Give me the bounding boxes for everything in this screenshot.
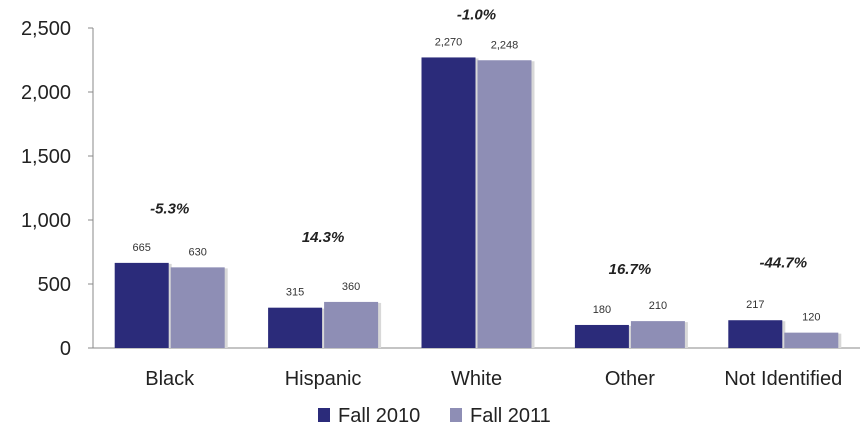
change-label: 16.7% (609, 261, 652, 278)
change-label: -1.0% (457, 7, 496, 24)
bar-fall-2011-white (477, 60, 532, 348)
change-label: -44.7% (760, 254, 808, 271)
data-label: 180 (593, 304, 611, 316)
legend-swatch (318, 408, 330, 422)
y-tick-label: 0 (60, 338, 71, 360)
y-axis: 0 500 1,000 1,500 2,000 2,500 (21, 18, 94, 360)
legend: Fall 2010 Fall 2011 (318, 405, 551, 427)
bar-fall-2011-not-identified (784, 332, 839, 348)
y-tick-label: 1,500 (21, 146, 71, 168)
data-label: 630 (189, 246, 207, 258)
data-label: 315 (286, 287, 304, 299)
category-label: White (451, 368, 502, 390)
y-tick-label: 1,000 (21, 210, 71, 232)
data-label: 665 (133, 242, 151, 254)
category-label: Black (145, 368, 195, 390)
change-label: 14.3% (302, 229, 345, 246)
data-label: 120 (802, 312, 820, 324)
y-tick-label: 2,000 (21, 82, 71, 104)
x-axis: Black Hispanic White Other Not Identified (93, 347, 860, 390)
category-label: Not Identified (724, 368, 842, 390)
data-label: 210 (649, 300, 667, 312)
bar-fall-2010-not-identified (728, 320, 783, 348)
legend-swatch (450, 408, 462, 422)
bar-fall-2010-other (574, 324, 629, 348)
data-label: 2,248 (491, 39, 519, 51)
bar-fall-2010-black (114, 262, 169, 348)
data-labels: 665 630 -5.3% 315 360 14.3% 2,270 2,248 -1.0% 180… (133, 7, 821, 324)
bar-fall-2011-black (170, 267, 225, 348)
category-label: Hispanic (285, 368, 362, 390)
y-tick-label: 500 (38, 274, 71, 296)
bars (114, 57, 842, 348)
bar-fall-2010-white (421, 57, 476, 348)
bar-fall-2010-hispanic (268, 307, 323, 348)
data-label: 217 (746, 299, 764, 311)
legend-label: Fall 2010 (338, 405, 420, 427)
data-label: 2,270 (435, 36, 463, 48)
bar-fall-2011-hispanic (324, 301, 379, 348)
y-tick-label: 2,500 (21, 18, 71, 40)
legend-label: Fall 2011 (470, 405, 551, 427)
change-label: -5.3% (150, 201, 189, 218)
category-label: Other (605, 368, 655, 390)
bar-fall-2011-other (630, 321, 685, 348)
data-label: 360 (342, 281, 360, 293)
